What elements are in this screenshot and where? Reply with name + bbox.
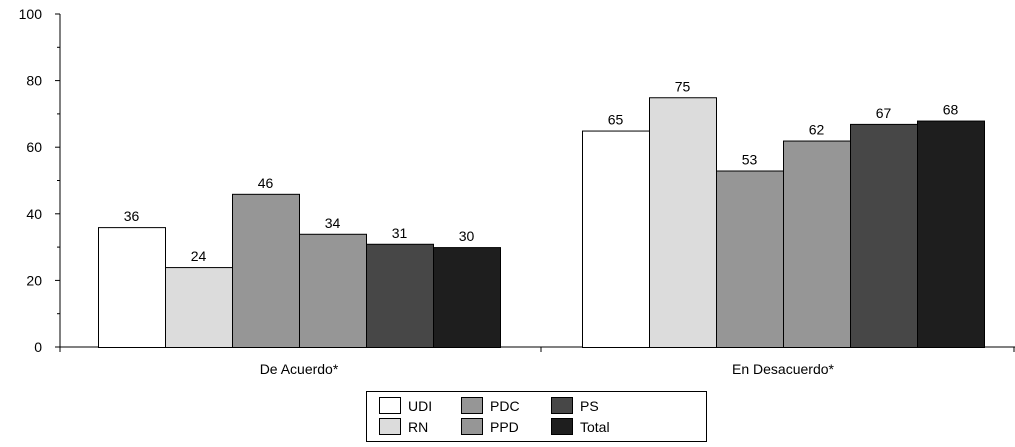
data-label: 65 xyxy=(608,112,624,128)
data-label: 31 xyxy=(392,225,408,241)
data-label: 36 xyxy=(124,208,140,224)
data-label: 68 xyxy=(943,102,959,118)
legend-label: Total xyxy=(580,419,610,435)
legend-label: PPD xyxy=(490,419,519,435)
legend-swatch xyxy=(551,418,573,435)
data-label: 46 xyxy=(258,175,274,191)
bar xyxy=(232,193,300,348)
y-tick-label: 20 xyxy=(26,272,42,288)
data-label: 24 xyxy=(191,248,207,264)
bar xyxy=(165,267,233,348)
bar xyxy=(716,170,784,348)
bar xyxy=(917,120,985,348)
legend-label: UDI xyxy=(408,398,432,414)
data-label: 34 xyxy=(325,215,341,231)
y-tick-label: 40 xyxy=(26,206,42,222)
legend-box xyxy=(366,391,707,442)
bars xyxy=(98,97,985,349)
bar xyxy=(299,233,367,348)
bar xyxy=(98,227,166,348)
legend-label: PS xyxy=(580,398,599,414)
legend-label: RN xyxy=(408,419,428,435)
x-tick-label: En Desacuerdo* xyxy=(732,361,835,377)
x-tick-label: De Acuerdo* xyxy=(260,361,339,377)
data-label: 75 xyxy=(675,78,691,94)
legend-swatch xyxy=(551,397,573,414)
bar xyxy=(433,247,501,349)
data-label: 53 xyxy=(742,152,758,168)
bar xyxy=(850,123,918,348)
legend-swatch xyxy=(461,397,483,414)
data-label: 30 xyxy=(459,228,475,244)
y-tick-label: 60 xyxy=(26,139,42,155)
y-tick-label: 0 xyxy=(34,339,42,355)
data-label: 62 xyxy=(809,122,825,138)
legend-swatch xyxy=(379,397,401,414)
legend: UDI RN PDC PPD PS Total xyxy=(366,391,707,442)
data-labels: 36 24 46 34 31 30 65 75 53 62 67 68 xyxy=(124,78,959,264)
legend-swatch xyxy=(379,418,401,435)
y-tick-label: 100 xyxy=(19,6,43,22)
bar xyxy=(582,130,650,348)
bar xyxy=(366,243,434,349)
legend-label: PDC xyxy=(490,398,520,414)
y-tick-label: 80 xyxy=(26,73,42,89)
bar xyxy=(783,140,851,348)
legend-swatch xyxy=(461,418,483,435)
data-label: 67 xyxy=(876,105,892,121)
bar xyxy=(649,97,717,348)
